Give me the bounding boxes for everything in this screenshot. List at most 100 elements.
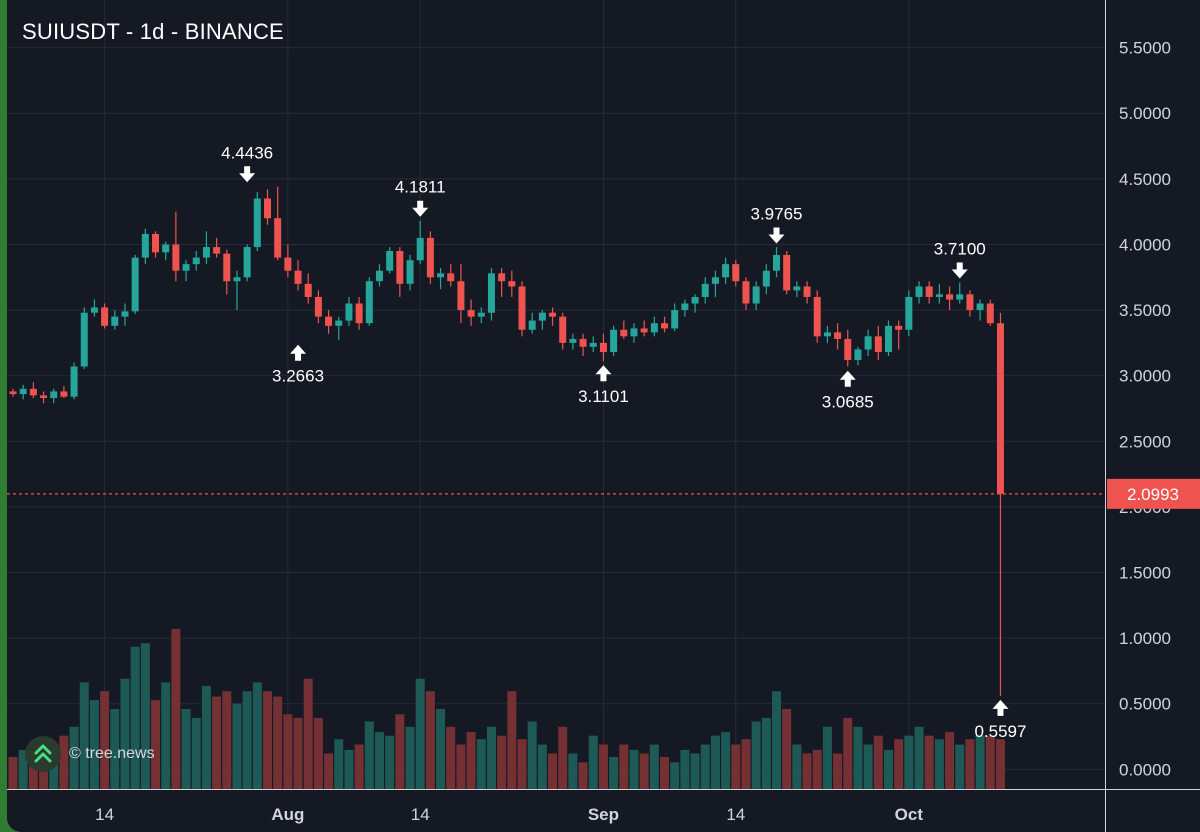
volume-bar (812, 749, 822, 789)
volume-bar (660, 757, 670, 789)
candle-body (365, 281, 373, 324)
volume-bar (293, 717, 303, 789)
price-tick-label: 3.0000 (1119, 367, 1171, 386)
volume-bar (222, 691, 232, 789)
volume-bar (568, 753, 578, 789)
candle-body (895, 325, 903, 330)
volume-bar (385, 735, 395, 789)
date-tick-label: 14 (95, 805, 114, 824)
candle-body (355, 303, 363, 324)
price-tick-label: 1.5000 (1119, 563, 1171, 582)
volume-bar (609, 757, 619, 789)
last-price-label: 2.0993 (1127, 485, 1179, 504)
candle-body (111, 316, 119, 326)
candle-body (671, 310, 679, 329)
price-tick-label: 0.0000 (1119, 760, 1171, 779)
arrow-up-icon (839, 370, 856, 387)
date-tick-label: Aug (271, 805, 304, 824)
volume-bar (853, 726, 863, 789)
arrow-down-icon (768, 227, 785, 244)
candle-body (447, 273, 455, 282)
candle-body (508, 281, 516, 287)
arrow-down-icon (239, 166, 256, 183)
volume-bar (833, 753, 843, 789)
volume-bar (446, 726, 456, 789)
volume-bar (18, 749, 28, 789)
candle-body (253, 198, 261, 248)
volume-bar (303, 678, 313, 789)
volume-bar (476, 739, 486, 789)
candle-body (243, 247, 251, 278)
candlestick-chart[interactable]: 5.5000 5.0000 4.5000 4.0000 3.5000 3.0000 2.50… (7, 0, 1200, 832)
candle-body (559, 316, 567, 343)
volume-bar (201, 685, 211, 789)
candle-body (884, 325, 892, 353)
volume-bar (8, 757, 18, 789)
volume-bar (822, 726, 832, 789)
volume-bar (313, 717, 323, 789)
candle-body (284, 257, 292, 271)
volume-bar (629, 749, 639, 789)
volume-bar (354, 744, 364, 789)
candle-body (294, 270, 302, 284)
candle-body (610, 329, 618, 353)
candle-body (223, 253, 231, 282)
candle-body (732, 264, 740, 282)
volume-bar (507, 691, 517, 789)
price-tick-label: 3.5000 (1119, 301, 1171, 320)
candle-body (274, 218, 282, 258)
volume-bar (120, 678, 130, 789)
candle-body (141, 233, 149, 258)
volume-bar (843, 717, 853, 789)
volume-bar (690, 753, 700, 789)
volume-bar (751, 721, 761, 789)
candle-body (50, 391, 58, 398)
volume-bar (181, 709, 191, 789)
volume-bar (995, 739, 1005, 789)
candle-body (599, 342, 607, 353)
volume-bar (945, 732, 955, 789)
candle-body (192, 257, 200, 265)
candle-body (345, 303, 353, 321)
arrow-down-icon (412, 200, 429, 217)
volume-bar (598, 744, 608, 789)
candle-body (437, 273, 445, 278)
date-tick-label: Sep (588, 805, 619, 824)
date-tick-label: 14 (411, 805, 430, 824)
volume-bar (89, 700, 99, 789)
volume-bar (374, 732, 384, 789)
volume-bar (537, 744, 547, 789)
volume-bar (558, 726, 568, 789)
candle-body (742, 281, 750, 304)
volume-bar (782, 709, 792, 789)
arrow-up-icon (992, 699, 1009, 716)
candle-body (101, 307, 109, 326)
volume-bar (792, 744, 802, 789)
volume-bar (680, 749, 690, 789)
candle-body (162, 244, 170, 253)
last-price-tag (1107, 478, 1200, 509)
volume-bar (700, 744, 710, 789)
low-annotation-label: 3.0685 (822, 393, 874, 412)
arrow-down-icon (951, 262, 968, 279)
watermark-text: © tree.news (69, 745, 155, 762)
volume-bar (965, 739, 975, 789)
candle-body (793, 286, 801, 291)
candle-body (406, 260, 414, 284)
volume-bar (110, 709, 120, 789)
candle-body (487, 273, 495, 313)
high-annotation-label: 4.1811 (395, 178, 446, 197)
candle-body (498, 273, 506, 282)
candle-body (803, 286, 811, 297)
candle-body (762, 270, 770, 287)
candle-body (477, 312, 485, 317)
candle-body (131, 257, 139, 312)
volume-bar (100, 691, 110, 789)
volume-bar (405, 726, 415, 789)
volume-bar (721, 732, 731, 789)
volume-bar (425, 691, 435, 789)
volume-bar (191, 717, 201, 789)
volume-bar (741, 739, 751, 789)
volume-bar (466, 732, 476, 789)
volume-bar (364, 721, 374, 789)
